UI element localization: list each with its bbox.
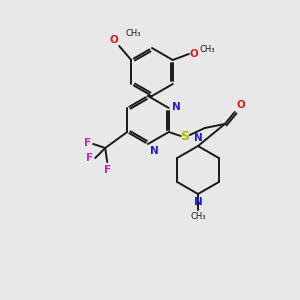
Text: N: N	[194, 133, 202, 143]
Text: N: N	[172, 102, 181, 112]
Text: F: F	[86, 153, 93, 163]
Text: F: F	[84, 138, 91, 148]
Text: S: S	[180, 130, 189, 142]
Text: CH₃: CH₃	[190, 212, 206, 221]
Text: CH₃: CH₃	[125, 29, 141, 38]
Text: O: O	[237, 100, 245, 110]
Text: F: F	[104, 165, 111, 175]
Text: O: O	[190, 49, 199, 59]
Text: O: O	[110, 35, 118, 45]
Text: N: N	[150, 146, 159, 156]
Text: N: N	[194, 197, 202, 207]
Text: CH₃: CH₃	[200, 46, 215, 55]
